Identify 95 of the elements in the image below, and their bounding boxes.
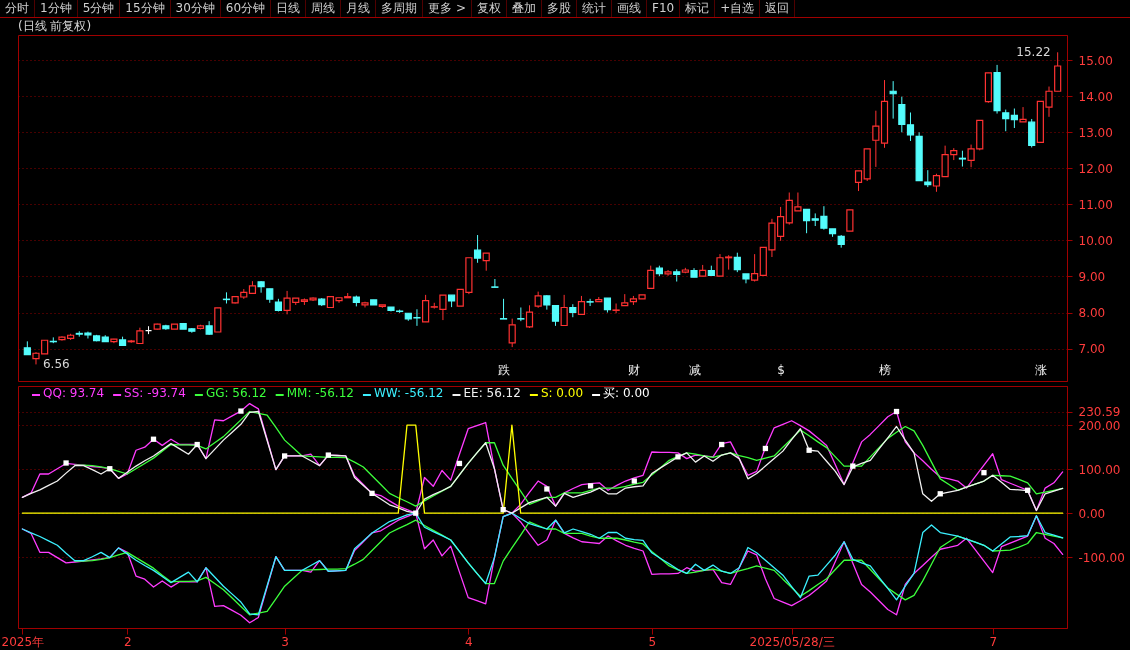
legend-label: QQ: 93.74 (43, 386, 105, 400)
candlestick (751, 253, 759, 283)
candlestick (1028, 118, 1036, 148)
candlestick (491, 278, 499, 288)
point (281, 453, 288, 459)
text: 叠加 (507, 0, 542, 17)
x-tick-label: 跌 (498, 362, 511, 377)
candlestick (1002, 109, 1010, 132)
candlestick (647, 265, 655, 289)
candlestick (551, 305, 560, 327)
text: 1分钟 (35, 0, 78, 17)
legend-label: SS: -93.74 (124, 386, 186, 400)
y-tick-label: 100.00 (1078, 462, 1121, 477)
text: 画线 (612, 0, 647, 17)
y-tick-label: 9.00 (1078, 269, 1106, 284)
text: 多股 (542, 0, 577, 17)
candlestick (422, 294, 430, 323)
text: +自选 (715, 0, 761, 17)
y-tick-label: 7.00 (1078, 342, 1106, 357)
x-tick-label: 2025/05/28/三 (749, 634, 835, 649)
legend-label: MM: -56.12 (286, 386, 354, 400)
candlestick (508, 318, 516, 348)
point (63, 460, 69, 466)
x-tick-label: 5 (648, 634, 657, 649)
candlestick (517, 306, 525, 322)
candlestick (560, 294, 568, 327)
annotation: 15.22 (1016, 45, 1051, 60)
point (631, 478, 637, 484)
legend-label: WW: -56.12 (373, 386, 444, 400)
candlestick (1019, 106, 1027, 123)
y-tick-label: 11.00 (1078, 197, 1113, 212)
y-tick-label: 200.00 (1078, 418, 1121, 433)
point (587, 483, 594, 489)
x-tick-label: 涨 (1034, 362, 1047, 377)
text: 30分钟 (170, 0, 221, 17)
y-tick-label: 13.00 (1078, 125, 1113, 140)
y-tick-label: 8.00 (1078, 306, 1106, 321)
text: 标记 (680, 0, 716, 17)
point (981, 470, 987, 476)
candlestick (499, 298, 508, 320)
text: 复权 (472, 0, 507, 17)
x-tick-label: 财 (627, 362, 640, 377)
text: 统计 (577, 0, 612, 17)
text: 月线 (341, 0, 377, 17)
x-tick-label: 榜 (879, 362, 891, 377)
y-tick-label: -100.00 (1078, 550, 1125, 565)
candlestick (802, 208, 811, 234)
candlestick (577, 295, 586, 315)
point (238, 408, 244, 414)
text: F10 (647, 0, 681, 17)
candlestick (854, 170, 863, 192)
x-tick-label: 4 (464, 634, 473, 649)
x-tick-label: 2025年 (1, 634, 45, 649)
y-tick-label: 0.00 (1078, 506, 1106, 521)
candlestick (733, 252, 741, 273)
text: 15分钟 (120, 0, 171, 17)
candlestick (586, 298, 594, 307)
y-tick-label: 14.00 (1078, 89, 1113, 104)
point (325, 452, 331, 458)
x-tick-label: 7 (989, 634, 998, 649)
y-tick-label: 12.00 (1078, 161, 1113, 176)
text: 多周期 (376, 0, 424, 17)
y-tick-label: 10.00 (1078, 233, 1113, 248)
text: 5分钟 (77, 0, 121, 17)
text: 周线 (306, 0, 342, 17)
legend-label: 买: 0.00 (603, 386, 650, 400)
annotation: 6.56 (42, 357, 70, 372)
legend-label: S: 0.00 (540, 386, 584, 400)
point (369, 490, 375, 497)
y-tick-label: 230.59 (1078, 405, 1121, 420)
point (850, 463, 856, 469)
candlestick (872, 110, 880, 168)
text: 60分钟 (220, 0, 272, 17)
legend-label: GG: 56.12 (205, 386, 267, 400)
candlestick (906, 111, 915, 142)
text: 日线 (271, 0, 307, 17)
x-tick-label: $ (777, 362, 785, 377)
candlestick (846, 209, 854, 232)
text: 返回 (760, 0, 796, 17)
point (675, 454, 681, 460)
point (806, 447, 812, 453)
point (544, 486, 550, 492)
y-tick-label: 15.00 (1078, 53, 1113, 68)
legend-label: EE: 56.12 (463, 386, 521, 400)
candlestick (473, 234, 482, 264)
chart-title: (日线 前复权) (18, 19, 92, 33)
x-tick-label: 2 (123, 634, 132, 649)
candlestick (257, 280, 265, 294)
text: 分时 (0, 0, 35, 17)
candlestick (1010, 108, 1018, 129)
x-tick-label: 3 (281, 634, 289, 649)
candlestick (612, 303, 620, 314)
text: 更多 > (423, 0, 472, 17)
x-tick-label: 减 (688, 362, 701, 377)
candlestick (898, 96, 906, 133)
